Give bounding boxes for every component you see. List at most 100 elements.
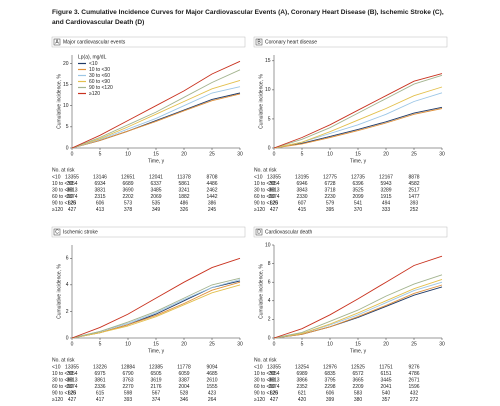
legend-label: 60 to <90	[89, 79, 110, 85]
risk-count: 245	[208, 207, 217, 213]
risk-row-label: 30 to <60	[52, 187, 73, 193]
risk-row-label: ≥120	[254, 207, 265, 213]
risk-count: 6505	[150, 371, 161, 377]
risk-count: 540	[382, 390, 391, 396]
risk-count: 625	[68, 390, 77, 396]
panel-title: Coronary heart disease	[265, 40, 317, 46]
risk-count: 12385	[149, 364, 163, 370]
risk-row-label: 30 to <60	[52, 377, 73, 383]
x-axis-label: Time, y	[148, 348, 165, 354]
x-tick-label: 20	[383, 341, 389, 347]
risk-count: 3866	[296, 377, 307, 383]
y-tick-label: 2	[66, 309, 69, 315]
x-tick-label: 20	[181, 341, 187, 347]
risk-count: 6396	[352, 181, 363, 187]
risk-count: 8708	[206, 174, 217, 180]
risk-count: 374	[152, 397, 161, 403]
y-tick-label: 2	[268, 317, 271, 323]
risk-count: 541	[354, 200, 363, 206]
series-line	[71, 277, 241, 339]
risk-count: 1882	[178, 194, 189, 200]
risk-count: 606	[96, 200, 105, 206]
y-tick-label: 5	[66, 124, 69, 130]
risk-count: 417	[96, 397, 105, 403]
risk-count: 2202	[122, 194, 133, 200]
risk-count: 12735	[351, 174, 365, 180]
risk-count: 3913	[268, 187, 279, 193]
risk-count: 4786	[408, 371, 419, 377]
risk-count: 3763	[122, 377, 133, 383]
risk-count: 380	[354, 397, 363, 403]
risk-count: 415	[298, 207, 307, 213]
panel-header	[51, 36, 246, 48]
risk-count: 2336	[94, 384, 105, 390]
risk-count: 2230	[324, 194, 335, 200]
panel-letter: C	[55, 230, 59, 236]
x-tick-label: 10	[125, 151, 131, 157]
risk-title: No. at risk	[254, 167, 277, 173]
panel-letter-box	[53, 38, 61, 46]
series-line	[71, 284, 241, 339]
risk-count: 3619	[150, 377, 161, 383]
x-tick-label: 5	[301, 151, 304, 157]
y-tick-label: 5	[268, 116, 271, 122]
x-tick-label: 25	[411, 151, 417, 157]
panel-letter-box	[255, 38, 263, 46]
risk-count: 567	[152, 390, 161, 396]
panel-title: Cardiovascular death	[265, 230, 312, 236]
risk-count: 12167	[379, 174, 393, 180]
risk-count: 357	[382, 397, 391, 403]
y-axis-label: Cumulative incidence, %	[258, 74, 264, 129]
series-line	[71, 79, 241, 149]
risk-count: 621	[298, 390, 307, 396]
y-tick-label: 15	[63, 82, 69, 88]
risk-row-label: 30 to <60	[254, 187, 275, 193]
x-axis-label: Time, y	[148, 158, 165, 164]
risk-count: 393	[410, 200, 419, 206]
y-tick-label: 10	[63, 103, 69, 109]
risk-count: 3831	[94, 187, 105, 193]
x-tick-label: 0	[71, 341, 74, 347]
series-line	[71, 69, 241, 149]
risk-count: 625	[68, 200, 77, 206]
risk-count: 4685	[206, 371, 217, 377]
risk-count: 2298	[324, 384, 335, 390]
risk-count: 615	[96, 390, 105, 396]
risk-title: No. at risk	[52, 167, 75, 173]
risk-count: 399	[326, 397, 335, 403]
panel-letter-box	[255, 228, 263, 236]
x-tick-label: 10	[125, 341, 131, 347]
y-tick-label: 4	[66, 282, 69, 288]
risk-row-label: 90 to <120	[52, 200, 76, 206]
risk-count: 1442	[206, 194, 217, 200]
series-line	[71, 257, 241, 339]
risk-count: 494	[382, 200, 391, 206]
risk-count: 13195	[295, 174, 309, 180]
series-line	[71, 93, 241, 149]
risk-count: 3289	[380, 187, 391, 193]
risk-row-label: 90 to <120	[254, 200, 278, 206]
risk-count: 2041	[380, 384, 391, 390]
risk-count: 2374	[268, 384, 279, 390]
risk-count: 378	[124, 207, 133, 213]
risk-count: 2671	[408, 377, 419, 383]
series-line	[71, 279, 241, 339]
risk-count: 1596	[408, 384, 419, 390]
risk-count: 6934	[94, 181, 105, 187]
risk-count: 573	[124, 200, 133, 206]
risk-count: 11751	[379, 364, 393, 370]
risk-count: 2270	[122, 384, 133, 390]
risk-count: 8878	[408, 174, 419, 180]
risk-count: 13146	[93, 174, 107, 180]
risk-count: 3665	[352, 377, 363, 383]
risk-count: 6689	[122, 181, 133, 187]
x-tick-label: 20	[383, 151, 389, 157]
risk-count: 3843	[296, 187, 307, 193]
risk-count: 2352	[296, 384, 307, 390]
x-axis-label: Time, y	[350, 158, 367, 164]
y-tick-label: 15	[265, 58, 271, 64]
risk-count: 1555	[206, 384, 217, 390]
y-tick-label: 6	[66, 256, 69, 262]
risk-count: 12651	[121, 174, 135, 180]
